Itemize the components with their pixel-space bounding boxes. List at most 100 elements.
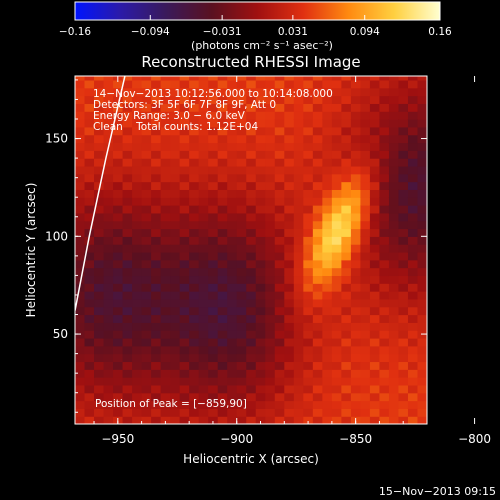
heatmap-cell — [417, 165, 427, 175]
heatmap-cell — [284, 126, 295, 136]
heatmap-cell — [189, 337, 200, 347]
heatmap-cell — [388, 76, 400, 81]
heatmap-cell — [398, 173, 409, 183]
heatmap-cell — [398, 306, 409, 316]
heatmap-cell — [170, 111, 181, 120]
heatmap-cell — [84, 267, 95, 277]
heatmap-cell — [398, 228, 409, 237]
heatmap-cell — [255, 322, 266, 331]
heatmap-cell — [236, 275, 247, 284]
heatmap-cell — [113, 126, 124, 136]
heatmap-cell — [179, 87, 190, 97]
heatmap-cell — [217, 400, 228, 409]
heatmap-cell — [369, 95, 381, 104]
heatmap-cell — [379, 361, 390, 370]
heatmap-cell — [75, 408, 86, 417]
heatmap-cell — [303, 228, 314, 237]
heatmap-cell — [274, 158, 285, 167]
heatmap-cell — [217, 275, 228, 284]
heatmap-cell — [113, 267, 124, 277]
heatmap-cell — [103, 95, 114, 104]
heatmap-cell — [407, 165, 419, 175]
heatmap-cell — [341, 150, 352, 159]
heatmap-cell — [379, 158, 390, 167]
heatmap-cell — [379, 377, 390, 386]
heatmap-cell — [369, 126, 381, 136]
heatmap-cell — [274, 267, 285, 277]
heatmap-cell — [284, 306, 295, 316]
y-tick-label: 50 — [53, 327, 68, 341]
heatmap-cell — [398, 392, 409, 402]
heatmap-cell — [141, 220, 152, 230]
heatmap-cell — [312, 220, 323, 230]
heatmap-cell — [227, 306, 238, 316]
heatmap-cell — [132, 76, 143, 81]
heatmap-cell — [255, 119, 266, 128]
heatmap-cell — [160, 244, 171, 253]
heatmap-cell — [122, 345, 133, 355]
heatmap-cell — [265, 212, 276, 222]
heatmap-cell — [379, 95, 390, 104]
heatmap-cell — [398, 298, 409, 308]
heatmap-cell — [189, 236, 200, 245]
heatmap-cell — [265, 291, 276, 300]
heatmap-cell — [132, 103, 143, 112]
heatmap-cell — [179, 384, 190, 394]
heatmap-cell — [312, 103, 323, 112]
heatmap-cell — [189, 384, 200, 394]
heatmap-cell — [179, 79, 190, 89]
heatmap-cell — [75, 181, 86, 190]
heatmap-cell — [75, 76, 86, 81]
heatmap-cell — [122, 298, 133, 308]
heatmap-cell — [284, 220, 295, 230]
heatmap-cell — [274, 244, 285, 253]
heatmap-cell — [208, 236, 219, 245]
heatmap-cell — [189, 298, 200, 308]
heatmap-cell — [217, 126, 228, 136]
heatmap-cell — [255, 134, 266, 144]
heatmap-cell — [208, 205, 219, 214]
heatmap-cell — [417, 87, 427, 97]
heatmap-cell — [75, 205, 86, 214]
heatmap-cell — [160, 126, 171, 136]
heatmap-cell — [265, 165, 276, 175]
heatmap-cell — [417, 377, 427, 386]
heatmap-cell — [417, 283, 427, 292]
heatmap-cell — [388, 87, 400, 97]
heatmap-cell — [312, 275, 323, 284]
heatmap-cell — [322, 165, 333, 175]
heatmap-cell — [198, 158, 209, 167]
heatmap-cell — [331, 314, 342, 323]
heatmap-cell — [417, 103, 427, 112]
heatmap-cell — [75, 111, 86, 120]
heatmap-cell — [312, 142, 323, 151]
heatmap-cell — [274, 119, 285, 128]
heatmap-cell — [84, 322, 95, 331]
heatmap-cell — [341, 345, 352, 355]
heatmap-cell — [293, 322, 304, 331]
heatmap-cell — [265, 189, 276, 198]
heatmap-cell — [122, 119, 133, 128]
heatmap-cell — [84, 283, 95, 292]
heatmap-cell — [198, 95, 209, 104]
heatmap-cell — [151, 119, 162, 128]
heatmap-cell — [179, 259, 190, 269]
heatmap-cell — [369, 283, 381, 292]
heatmap-cell — [398, 408, 409, 417]
heatmap-cell — [227, 181, 238, 190]
heatmap-cell — [303, 353, 314, 363]
heatmap-cell — [227, 95, 238, 104]
heatmap-cell — [179, 369, 190, 378]
heatmap-cell — [75, 158, 86, 167]
heatmap-cell — [407, 236, 419, 245]
heatmap-cell — [331, 369, 342, 378]
heatmap-cell — [284, 361, 295, 370]
heatmap-cell — [160, 165, 171, 175]
heatmap-cell — [246, 205, 257, 214]
heatmap-cell — [312, 314, 323, 323]
heatmap-cell — [227, 165, 238, 175]
heatmap-cell — [132, 291, 143, 300]
heatmap-cell — [141, 400, 152, 409]
heatmap-cell — [151, 244, 162, 253]
heatmap-cell — [331, 103, 342, 112]
